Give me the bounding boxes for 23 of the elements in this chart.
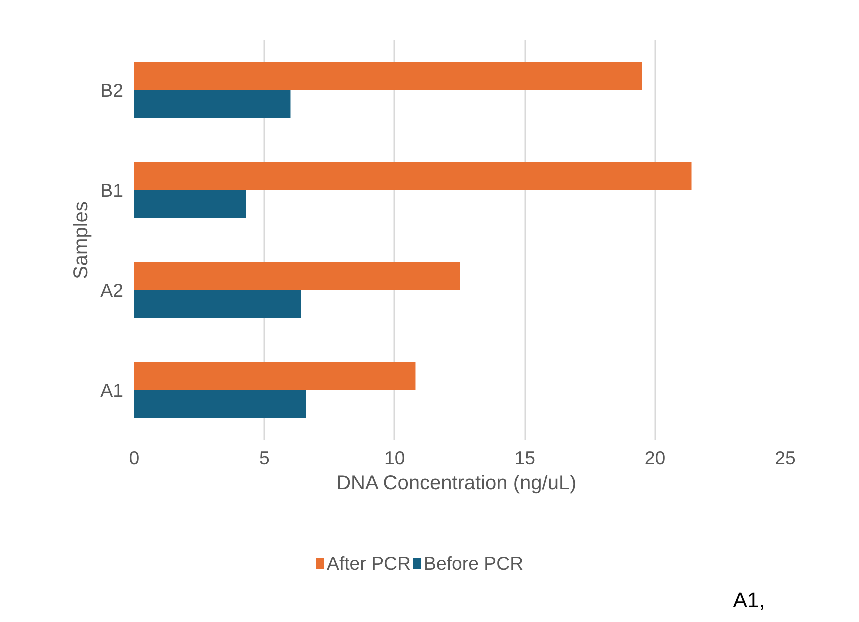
bar — [134, 262, 460, 290]
bar — [134, 190, 246, 218]
y-tick-label: B1 — [100, 180, 124, 201]
bar — [134, 390, 306, 418]
bar — [134, 90, 291, 118]
text: A1, — [733, 588, 766, 612]
legend-label: After PCR — [326, 553, 411, 574]
y-tick-label: A2 — [100, 280, 124, 301]
x-tick-label: 0 — [129, 448, 140, 468]
x-tick-label: 10 — [384, 448, 406, 468]
x-axis-title: DNA Concentration (ng/uL) — [336, 472, 577, 494]
x-tick-label: 20 — [644, 448, 666, 468]
bar — [134, 362, 416, 390]
y-axis-title: Samples — [70, 202, 93, 280]
bar — [134, 162, 692, 190]
bar — [134, 62, 642, 90]
y-tick-label: A1 — [100, 380, 124, 401]
x-tick-label: 5 — [260, 448, 270, 468]
legend-label: Before PCR — [424, 553, 524, 574]
y-tick-label: B2 — [100, 80, 124, 101]
x-tick-label: 15 — [514, 448, 536, 468]
bar — [134, 290, 302, 318]
x-tick-label: 25 — [775, 448, 796, 468]
